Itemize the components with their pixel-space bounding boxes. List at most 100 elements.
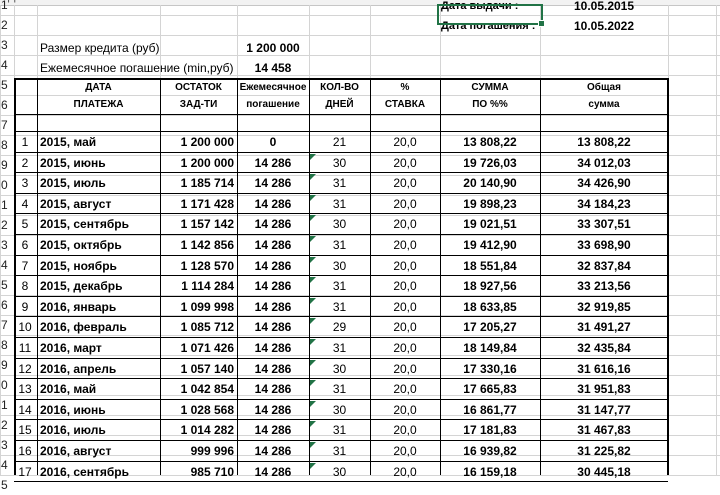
payment-value[interactable]: 14 286 xyxy=(254,382,292,397)
payment-value[interactable]: 14 286 xyxy=(254,155,292,170)
rate-value[interactable]: 20,0 xyxy=(393,155,417,170)
balance-value[interactable]: 1 085 712 xyxy=(180,320,234,335)
column-header-letter[interactable]: J xyxy=(578,0,584,3)
days-value[interactable]: 30 xyxy=(332,258,347,273)
days-value[interactable]: 29 xyxy=(332,320,347,335)
balance-value[interactable]: 1 171 428 xyxy=(180,196,234,211)
total-value[interactable]: 30 445,18 xyxy=(577,464,631,479)
payment-date[interactable]: 2016, апрель xyxy=(40,361,117,376)
row-number[interactable]: 6 xyxy=(1,98,8,112)
row-number[interactable]: 2 xyxy=(1,418,8,432)
rate-value[interactable]: 20,0 xyxy=(393,299,417,314)
row-number[interactable]: 1 xyxy=(1,198,8,212)
row-number[interactable]: 3 xyxy=(1,38,8,52)
total-value[interactable]: 31 467,83 xyxy=(577,423,631,438)
payment-value[interactable]: 14 286 xyxy=(254,464,292,479)
interest-value[interactable]: 18 551,84 xyxy=(463,258,517,273)
row-number[interactable]: 3 xyxy=(1,238,8,252)
rate-value[interactable]: 20,0 xyxy=(393,382,417,397)
column-header-letter[interactable]: I xyxy=(521,0,524,3)
payment-value[interactable]: 14 286 xyxy=(254,423,292,438)
payment-date[interactable]: 2015, октябрь xyxy=(40,238,122,252)
row-number[interactable]: 8 xyxy=(1,338,8,352)
payment-date[interactable]: 2015, декабрь xyxy=(40,279,123,294)
total-value[interactable]: 32 435,84 xyxy=(577,341,631,355)
total-value[interactable]: 34 012,03 xyxy=(577,155,631,170)
row-number[interactable]: 4 xyxy=(1,458,8,472)
column-header-letter[interactable]: K xyxy=(635,0,642,3)
days-value[interactable]: 31 xyxy=(332,382,347,397)
rate-value[interactable]: 20,0 xyxy=(393,464,417,479)
monthly-payment-value[interactable]: 14 458 xyxy=(254,61,292,75)
row-number[interactable]: 0 xyxy=(1,378,8,392)
payment-date[interactable]: 2016, январь xyxy=(40,299,117,314)
payment-value[interactable]: 14 286 xyxy=(254,279,292,294)
column-header-letter[interactable]: A xyxy=(65,0,72,3)
row-number[interactable]: 9 xyxy=(1,358,8,372)
balance-value[interactable]: 1 142 856 xyxy=(180,238,234,252)
interest-value[interactable]: 17 665,83 xyxy=(463,382,517,397)
balance-value[interactable]: 1 157 142 xyxy=(180,217,234,232)
column-header-letter[interactable]: F xyxy=(350,0,357,3)
rate-value[interactable]: 20,0 xyxy=(393,402,417,417)
row-number[interactable]: 5 xyxy=(1,78,8,92)
payment-date[interactable]: 2015, июль xyxy=(40,176,106,191)
balance-value[interactable]: 999 996 xyxy=(190,444,234,458)
row-number[interactable]: 5 xyxy=(1,278,8,292)
payment-value[interactable]: 14 286 xyxy=(254,361,292,376)
row-number[interactable]: 0 xyxy=(1,178,8,192)
total-value[interactable]: 13 808,22 xyxy=(577,135,631,149)
row-number[interactable]: 5 xyxy=(1,478,8,492)
interest-value[interactable]: 19 412,90 xyxy=(463,238,517,252)
rate-value[interactable]: 20,0 xyxy=(393,341,417,355)
payment-value[interactable]: 14 286 xyxy=(254,444,292,458)
row-number[interactable]: 3 xyxy=(1,438,8,452)
total-value[interactable]: 32 919,85 xyxy=(577,299,631,314)
total-value[interactable]: 31 225,82 xyxy=(577,444,631,458)
days-value[interactable]: 31 xyxy=(332,238,347,252)
payment-date[interactable]: 2016, сентябрь xyxy=(40,464,129,479)
balance-value[interactable]: 1 028 568 xyxy=(180,402,234,417)
row-number[interactable]: 7 xyxy=(1,118,8,132)
payment-value[interactable]: 14 286 xyxy=(254,341,292,355)
days-value[interactable]: 31 xyxy=(332,279,347,294)
days-value[interactable]: 30 xyxy=(332,464,347,479)
days-value[interactable]: 30 xyxy=(332,402,347,417)
payment-value[interactable]: 14 286 xyxy=(254,320,292,335)
payment-date[interactable]: 2016, август xyxy=(40,444,112,458)
rate-value[interactable]: 20,0 xyxy=(393,217,417,232)
total-value[interactable]: 31 616,16 xyxy=(577,361,631,376)
payment-value[interactable]: 14 286 xyxy=(254,402,292,417)
days-value[interactable]: 31 xyxy=(332,196,347,211)
total-value[interactable]: 32 837,84 xyxy=(577,258,631,273)
row-number[interactable]: 2 xyxy=(1,218,8,232)
row-number[interactable]: 4 xyxy=(1,258,8,272)
balance-value[interactable]: 1 114 284 xyxy=(181,279,234,294)
days-value[interactable]: 31 xyxy=(332,299,347,314)
payment-date[interactable]: 2016, июль xyxy=(40,423,106,438)
payment-value[interactable]: 14 286 xyxy=(254,238,292,252)
payment-value[interactable]: 14 286 xyxy=(254,299,292,314)
interest-value[interactable]: 18 633,85 xyxy=(463,299,517,314)
interest-value[interactable]: 17 330,16 xyxy=(463,361,517,376)
payment-date[interactable]: 2016, март xyxy=(40,341,102,355)
days-value[interactable]: 31 xyxy=(332,176,347,191)
total-value[interactable]: 31 491,27 xyxy=(577,320,631,335)
interest-value[interactable]: 19 726,03 xyxy=(463,155,517,170)
rate-value[interactable]: 20,0 xyxy=(393,258,417,273)
days-value[interactable]: 30 xyxy=(332,217,347,232)
row-number[interactable]: 8 xyxy=(1,138,8,152)
balance-value[interactable]: 1 057 140 xyxy=(180,361,234,376)
balance-value[interactable]: 1 014 282 xyxy=(180,423,234,438)
balance-value[interactable]: 1 185 714 xyxy=(180,176,234,191)
interest-value[interactable]: 17 205,27 xyxy=(463,320,517,335)
payment-date[interactable]: 2015, сентябрь xyxy=(40,217,129,232)
interest-value[interactable]: 16 861,77 xyxy=(463,402,517,417)
days-value[interactable]: 21 xyxy=(332,135,347,149)
interest-value[interactable]: 13 808,22 xyxy=(463,135,517,149)
column-header-letter[interactable]: E xyxy=(293,0,300,3)
column-header-letter[interactable]: D xyxy=(236,0,244,3)
payment-value[interactable]: 14 286 xyxy=(254,217,292,232)
total-value[interactable]: 34 426,90 xyxy=(577,176,631,191)
payment-value[interactable]: 14 286 xyxy=(254,196,292,211)
